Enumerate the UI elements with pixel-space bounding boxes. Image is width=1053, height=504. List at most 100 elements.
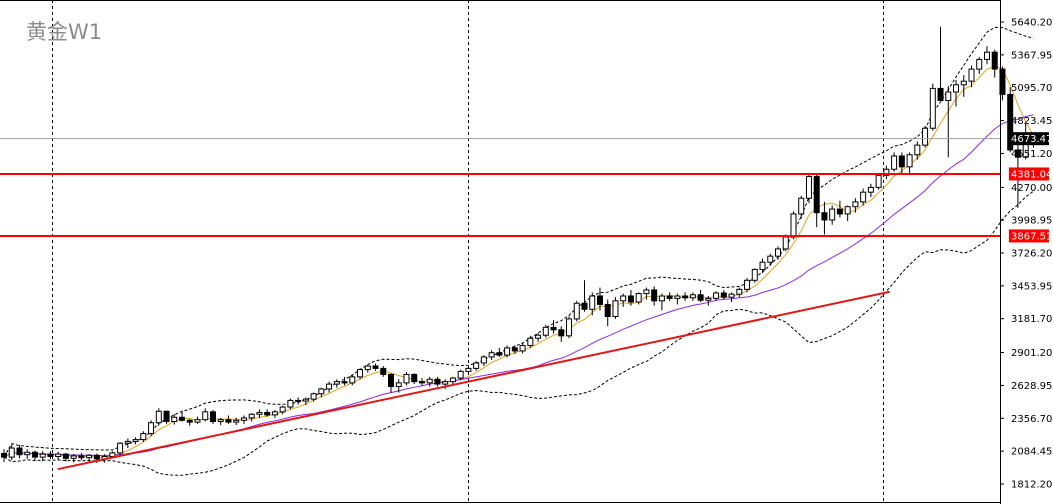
candle-9[interactable] (70, 454, 77, 463)
candle-127[interactable] (983, 46, 990, 65)
candle-116[interactable] (898, 152, 905, 175)
candle-111[interactable] (860, 188, 867, 206)
candle-42[interactable] (326, 381, 333, 393)
candle-8[interactable] (62, 452, 69, 462)
candle-103[interactable] (798, 195, 805, 219)
candle-62[interactable] (480, 355, 487, 366)
candle-7[interactable] (55, 451, 62, 461)
candle-68[interactable] (527, 335, 534, 348)
candle-36[interactable] (279, 405, 286, 415)
candle-45[interactable] (349, 374, 356, 386)
candle-80[interactable] (620, 293, 627, 307)
candle-1[interactable] (8, 444, 15, 461)
candle-56[interactable] (434, 376, 441, 387)
candle-37[interactable] (287, 398, 294, 410)
candle-77[interactable] (596, 287, 603, 311)
candle-38[interactable] (295, 397, 302, 405)
candle-22[interactable] (171, 414, 178, 425)
candle-81[interactable] (627, 289, 634, 306)
candle-47[interactable] (364, 364, 371, 373)
candle-110[interactable] (852, 198, 859, 213)
candle-23[interactable] (179, 410, 186, 422)
candle-70[interactable] (542, 324, 549, 338)
candle-61[interactable] (473, 361, 480, 371)
support-trendline[interactable] (57, 290, 890, 471)
candle-126[interactable] (976, 57, 983, 74)
candle-85[interactable] (658, 293, 665, 311)
candle-39[interactable] (302, 397, 309, 406)
candle-21[interactable] (163, 410, 170, 424)
candle-0[interactable] (1, 449, 7, 462)
candle-86[interactable] (666, 292, 673, 301)
candle-10[interactable] (78, 452, 85, 461)
candle-19[interactable] (148, 420, 155, 436)
candle-92[interactable] (713, 291, 720, 301)
trendline[interactable] (57, 290, 890, 471)
candle-63[interactable] (488, 350, 495, 360)
candle-96[interactable] (744, 277, 751, 293)
candle-107[interactable] (829, 205, 836, 225)
candle-40[interactable] (310, 392, 317, 402)
candle-97[interactable] (751, 268, 758, 283)
candle-18[interactable] (140, 431, 147, 443)
horizontal-levels[interactable] (0, 138, 1000, 237)
candle-50[interactable] (388, 373, 394, 393)
candle-95[interactable] (736, 287, 743, 298)
candle-48[interactable] (372, 363, 379, 371)
candle-79[interactable] (612, 297, 619, 319)
candle-101[interactable] (782, 234, 789, 252)
candle-44[interactable] (341, 376, 348, 386)
candle-113[interactable] (875, 172, 882, 190)
candle-99[interactable] (767, 253, 774, 266)
candle-128[interactable] (991, 49, 998, 78)
candles[interactable] (1, 26, 1037, 464)
candle-2[interactable] (16, 445, 23, 459)
candle-71[interactable] (550, 320, 557, 334)
candle-73[interactable] (566, 316, 573, 339)
candle-125[interactable] (968, 65, 975, 88)
candle-27[interactable] (209, 410, 216, 424)
candle-76[interactable] (589, 292, 596, 316)
candle-123[interactable] (953, 79, 960, 107)
candle-64[interactable] (496, 347, 503, 357)
candle-75[interactable] (581, 280, 588, 312)
candle-55[interactable] (426, 376, 433, 387)
candle-98[interactable] (759, 258, 766, 274)
candle-93[interactable] (720, 289, 727, 300)
candle-105[interactable] (813, 174, 820, 228)
candle-28[interactable] (217, 417, 224, 426)
candle-58[interactable] (449, 376, 456, 385)
candle-124[interactable] (960, 75, 967, 97)
candle-74[interactable] (573, 300, 580, 322)
candle-65[interactable] (504, 345, 511, 358)
candle-109[interactable] (844, 205, 851, 222)
candle-6[interactable] (47, 451, 54, 459)
candle-106[interactable] (821, 201, 828, 235)
candle-51[interactable] (395, 379, 402, 393)
candle-41[interactable] (318, 387, 325, 398)
candle-120[interactable] (929, 83, 936, 131)
candle-104[interactable] (805, 172, 812, 204)
candle-112[interactable] (867, 183, 874, 198)
candle-91[interactable] (705, 295, 712, 306)
candle-33[interactable] (256, 409, 263, 418)
candle-59[interactable] (457, 369, 464, 381)
candle-114[interactable] (883, 165, 890, 179)
candle-32[interactable] (248, 413, 255, 422)
candle-117[interactable] (906, 152, 913, 175)
candle-4[interactable] (31, 450, 38, 461)
candle-52[interactable] (403, 372, 410, 386)
candle-69[interactable] (535, 333, 542, 342)
candle-90[interactable] (697, 289, 704, 303)
candle-122[interactable] (945, 85, 952, 158)
candle-26[interactable] (202, 408, 209, 422)
candle-78[interactable] (604, 299, 611, 327)
candle-94[interactable] (728, 292, 735, 303)
candle-34[interactable] (264, 409, 271, 417)
candle-83[interactable] (643, 287, 650, 300)
candle-29[interactable] (225, 415, 232, 424)
candle-17[interactable] (132, 437, 139, 445)
candle-15[interactable] (117, 442, 124, 455)
